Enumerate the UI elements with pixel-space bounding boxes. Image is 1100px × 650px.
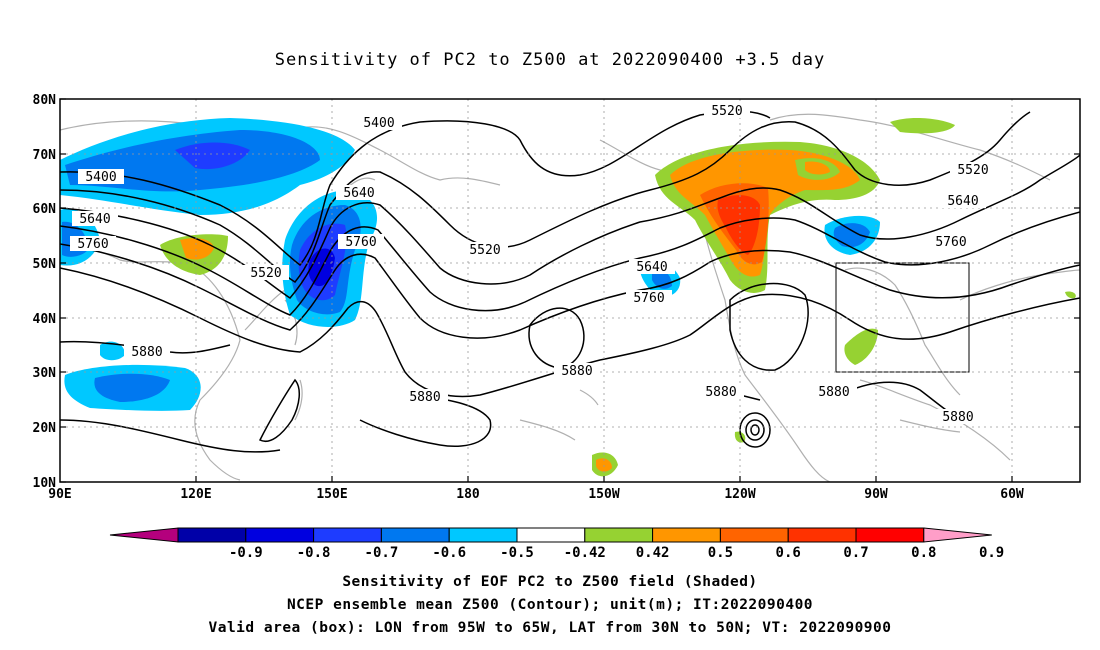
lat-label: 10N (33, 476, 57, 491)
colorbar-box (855, 527, 925, 543)
footer-line-2: NCEP ensemble mean Z500 (Contour); unit(… (286, 597, 814, 613)
colorbar-box (313, 527, 382, 543)
colorbar-label: 0.42 (636, 545, 670, 561)
lat-label: 60N (33, 202, 57, 217)
colorbar-box (380, 527, 450, 543)
longitude-labels: 90E 120E 150E 180 150W 120W 90W 60W (48, 487, 1024, 502)
map-title: Sensitivity of PC2 to Z500 at 2022090400… (274, 50, 826, 70)
contour-label: 5400 (363, 116, 394, 131)
colorbar: -0.9 -0.8 -0.7 -0.6 -0.5 -0.42 0.42 0.5 0.6 0.7 0.… (109, 527, 1004, 561)
footer-line-1: Sensitivity of EOF PC2 to Z500 field (Sh… (342, 574, 758, 590)
contour-label: 5880 (818, 385, 849, 400)
lon-label: 150W (588, 487, 619, 502)
lat-label: 40N (33, 312, 57, 327)
lon-label: 120E (180, 487, 211, 502)
colorbar-arrow-high (923, 527, 992, 543)
lon-label: 150E (316, 487, 347, 502)
contour-labels: 5400 5400 5520 5520 5520 5520 5640 5640 … (70, 103, 996, 425)
contour-label: 5520 (711, 104, 742, 119)
contour-label: 5520 (250, 266, 281, 281)
lon-label: 120W (724, 487, 755, 502)
colorbar-label: -0.6 (432, 545, 466, 561)
contour-label: 5640 (636, 260, 667, 275)
lon-label: 90E (48, 487, 71, 502)
contour-label: 5640 (947, 194, 978, 209)
contour-label: 5640 (343, 186, 374, 201)
colorbar-label: -0.42 (564, 545, 606, 561)
colorbar-label: 0.6 (776, 545, 801, 561)
lat-label: 20N (33, 421, 57, 436)
footer-line-3: Valid area (box): LON from 95W to 65W, L… (208, 620, 892, 636)
colorbar-box (245, 527, 315, 543)
colorbar-label: -0.7 (365, 545, 399, 561)
colorbar-box (719, 527, 789, 543)
colorbar-label: -0.9 (229, 545, 263, 561)
colorbar-label: 0.8 (911, 545, 936, 561)
colorbar-box (177, 527, 247, 543)
contour-label: 5880 (131, 345, 162, 360)
colorbar-box (652, 527, 721, 543)
contour-label: 5640 (79, 212, 110, 227)
colorbar-label: -0.8 (297, 545, 331, 561)
lon-label: 180 (456, 487, 480, 502)
colorbar-box (787, 527, 857, 543)
lat-label: 30N (33, 366, 57, 381)
contour-label: 5520 (957, 163, 988, 178)
colorbar-box (584, 527, 654, 543)
contour-label: 5880 (409, 390, 440, 405)
contour-label: 5760 (345, 235, 376, 250)
valid-area-box (835, 262, 970, 373)
contour-label: 5760 (633, 291, 664, 306)
lat-label: 80N (33, 93, 57, 108)
contour-label: 5760 (77, 237, 108, 252)
latitude-labels: 80N 70N 60N 50N 40N 30N 20N 10N (33, 93, 57, 491)
lon-label: 60W (1000, 487, 1024, 502)
contour-label: 5880 (705, 385, 736, 400)
colorbar-label: -0.5 (500, 545, 534, 561)
colorbar-box (516, 527, 586, 543)
lat-label: 50N (33, 257, 57, 272)
map-frame (59, 98, 1081, 483)
lon-label: 90W (864, 487, 888, 502)
lat-label: 70N (33, 148, 57, 163)
colorbar-label: 0.7 (843, 545, 868, 561)
tick-marks (60, 98, 1080, 483)
contour-label: 5880 (942, 410, 973, 425)
contour-label: 5400 (85, 170, 116, 185)
contour-label: 5880 (561, 364, 592, 379)
colorbar-label: 0.5 (708, 545, 733, 561)
colorbar-box (448, 527, 518, 543)
colorbar-arrow-low (109, 527, 179, 543)
contour-label: 5520 (469, 243, 500, 258)
colorbar-label: 0.9 (979, 545, 1004, 561)
contour-label: 5760 (935, 235, 966, 250)
